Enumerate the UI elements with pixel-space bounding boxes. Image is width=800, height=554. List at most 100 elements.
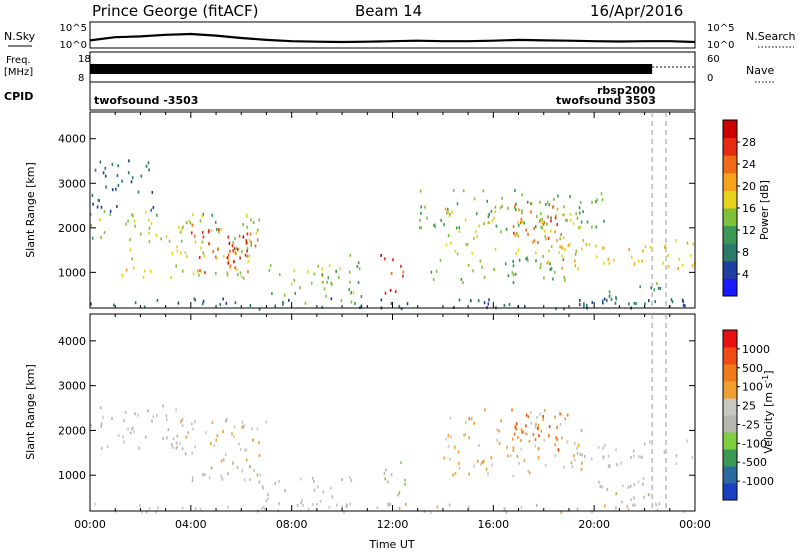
echo-cell [543, 276, 545, 280]
echo-cell [172, 437, 175, 441]
echo-cell [576, 216, 579, 220]
echo-cell [591, 457, 593, 461]
echo-cell [518, 208, 520, 212]
echo-cell [176, 434, 179, 438]
echo-cell [216, 434, 219, 438]
echo-cell [94, 168, 97, 172]
echo-cell [494, 205, 497, 209]
echo-cell [252, 221, 255, 225]
power-dashed-markers [651, 112, 667, 308]
echo-cell [447, 434, 450, 438]
echo-cell [220, 228, 223, 232]
echo-cell [691, 456, 694, 460]
echo-cell [633, 262, 636, 266]
echo-cell [392, 258, 394, 262]
colorbar-tick-label: 20 [742, 180, 756, 193]
echo-cell [208, 229, 210, 233]
echo-cell [402, 274, 404, 278]
echo-cell [349, 280, 351, 284]
echo-cell [533, 227, 535, 230]
noise-left-tick-top: 10^5 [60, 23, 87, 34]
echo-cell [400, 307, 403, 311]
echo-cell [111, 188, 114, 192]
echo-cell [234, 237, 236, 240]
echo-cell [186, 255, 188, 258]
echo-cell [151, 190, 154, 194]
echo-cell [629, 484, 632, 488]
echo-cell [606, 488, 609, 492]
echo-cell [239, 447, 242, 451]
velocity-echo-cells [90, 404, 694, 514]
cpid-entry-rbsp: rbsp2000 [597, 84, 656, 97]
echo-cell [525, 228, 527, 232]
echo-cell [122, 435, 124, 439]
y-tick-label: 4000 [58, 335, 86, 348]
echo-cell [628, 248, 630, 252]
echo-cell [513, 231, 515, 235]
echo-cell [598, 480, 600, 484]
echo-cell [175, 441, 178, 445]
echo-cell [630, 255, 633, 259]
echo-cell [307, 270, 309, 274]
echo-cell [340, 299, 343, 303]
echo-cell [177, 225, 180, 229]
echo-cell [223, 254, 225, 258]
echo-cell [462, 189, 465, 193]
echo-cell [278, 479, 280, 483]
echo-cell [507, 454, 509, 458]
echo-cell [487, 472, 489, 476]
echo-cell [121, 273, 123, 277]
noise-left-tick-bottom: 10^0 [60, 40, 87, 51]
echo-cell [245, 214, 248, 218]
echo-cell [564, 248, 566, 252]
echo-cell [583, 302, 585, 306]
colorbar-tick-label: 8 [742, 246, 749, 259]
y-tick-label: 4000 [58, 133, 86, 146]
echo-cell [659, 286, 662, 290]
echo-cell [145, 510, 148, 514]
echo-cell [168, 239, 171, 243]
echo-cell [468, 417, 470, 421]
echo-cell [444, 207, 447, 211]
echo-cell [203, 254, 205, 258]
echo-cell [547, 260, 550, 264]
echo-cell [313, 272, 316, 276]
echo-cell [494, 247, 497, 251]
echo-cell [514, 424, 517, 428]
echo-cell [246, 232, 249, 236]
echo-cell [225, 419, 227, 423]
echo-cell [576, 451, 579, 455]
echo-cell [563, 275, 565, 279]
echo-cell [384, 477, 386, 481]
echo-cell [550, 267, 553, 271]
echo-cell [471, 251, 473, 255]
echo-cell [179, 230, 182, 234]
echo-cell [517, 223, 520, 227]
echo-cell [198, 273, 200, 277]
echo-cell [350, 291, 352, 295]
echo-cell [627, 485, 630, 489]
echo-cell [246, 249, 248, 253]
echo-cell [293, 278, 296, 282]
echo-cell [194, 445, 196, 449]
echo-cell [535, 259, 537, 263]
frequency-bar [90, 64, 653, 74]
echo-cell [247, 259, 250, 263]
echo-cell [185, 221, 188, 225]
echo-cell [448, 503, 451, 507]
plot-title: Prince George (fitACF) [92, 2, 258, 20]
echo-cell [400, 264, 402, 268]
echo-cell [181, 506, 184, 510]
echo-cell [601, 299, 604, 303]
echo-cell [458, 226, 461, 230]
echo-cell [227, 235, 230, 239]
echo-cell [252, 438, 254, 442]
echo-cell [563, 307, 565, 311]
echo-cell [562, 236, 565, 240]
echo-cell [468, 436, 470, 440]
echo-cell [520, 439, 522, 443]
echo-cell [447, 207, 449, 211]
echo-cell [580, 468, 583, 471]
echo-cell [521, 220, 523, 224]
echo-cell [150, 269, 152, 273]
